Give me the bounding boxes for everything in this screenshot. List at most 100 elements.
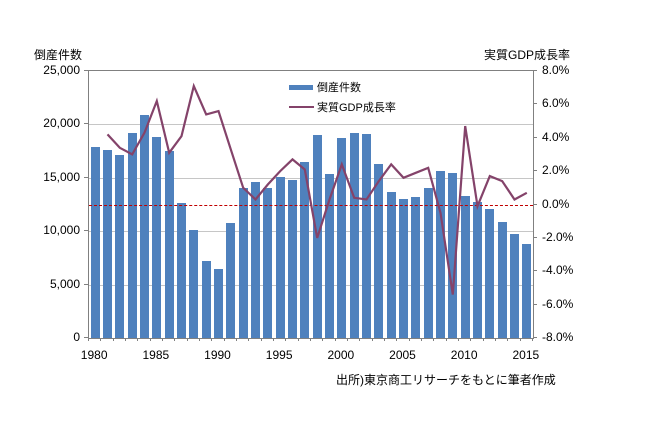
legend-item-gdp-growth[interactable]: 実質GDP成長率: [289, 97, 396, 117]
gridline-5000: [89, 284, 533, 286]
right-axis-label--8.0%: -8.0%: [542, 330, 574, 344]
left-tick-mark: [84, 123, 88, 125]
x-tick-mark: [236, 338, 237, 341]
x-tick-mark: [248, 338, 250, 341]
bar-1996[interactable]: [288, 179, 297, 338]
bar-2007[interactable]: [423, 187, 433, 338]
right-tick-mark: [533, 70, 537, 71]
right-axis-label--6.0%: -6.0%: [542, 296, 574, 311]
x-tick-mark: [458, 338, 459, 341]
bar-1986[interactable]: [164, 151, 174, 338]
bar-2004[interactable]: [386, 191, 396, 338]
bar-2001[interactable]: [349, 133, 359, 338]
x-tick-mark: [384, 338, 385, 341]
right-axis-label-6.0%: 6.0%: [542, 96, 570, 111]
bar-2012[interactable]: [485, 208, 495, 338]
x-tick-mark: [495, 338, 496, 341]
x-axis-label-2010: 2010: [450, 348, 478, 362]
gridline-20000: [89, 124, 533, 126]
right-tick-mark: [533, 103, 537, 105]
gdp-growth-line-layer: [106, 82, 528, 295]
legend-item-bankruptcies[interactable]: 倒産件数: [289, 77, 396, 97]
bar-1994[interactable]: [263, 187, 273, 338]
bar-1993[interactable]: [251, 182, 260, 338]
x-axis-label-2000: 2000: [327, 348, 355, 362]
x-tick-mark: [433, 338, 435, 341]
x-tick-mark: [532, 338, 533, 341]
bar-2006[interactable]: [411, 196, 421, 338]
gridline-15000: [89, 177, 533, 179]
x-tick-mark: [162, 338, 163, 341]
bar-2008[interactable]: [436, 170, 445, 338]
bar-2009[interactable]: [448, 172, 458, 338]
x-tick-mark: [100, 338, 102, 341]
x-tick-mark: [285, 338, 287, 341]
x-tick-mark: [421, 338, 422, 341]
bar-1989[interactable]: [201, 260, 211, 338]
bar-1984[interactable]: [140, 115, 149, 338]
plot-area: [88, 70, 534, 339]
right-tick-mark: [533, 136, 537, 138]
left-axis-label-20,000: 20,000: [43, 116, 80, 131]
bar-1981[interactable]: [103, 149, 112, 338]
bar-2002[interactable]: [362, 134, 371, 338]
bar-2014[interactable]: [510, 234, 519, 338]
legend-label-bankruptcies: 倒産件数: [317, 82, 361, 94]
left-tick-mark: [84, 176, 88, 178]
left-tick-mark: [84, 337, 88, 338]
right-axis-label--2.0%: -2.0%: [542, 229, 574, 244]
x-tick-mark: [211, 338, 213, 341]
gdp-growth-line[interactable]: [106, 82, 528, 295]
bar-2003[interactable]: [374, 164, 384, 338]
x-tick-mark: [396, 338, 398, 341]
legend: 倒産件数 実質GDP成長率: [289, 77, 396, 117]
right-tick-mark: [533, 236, 537, 238]
bar-1992[interactable]: [238, 187, 248, 338]
x-axis-label-2005: 2005: [389, 348, 416, 362]
right-axis-label-2.0%: 2.0%: [542, 163, 570, 178]
bar-series-swatch-icon: [289, 84, 313, 90]
x-axis-label-1990: 1990: [204, 348, 231, 362]
bar-2015[interactable]: [522, 243, 532, 338]
x-tick-mark: [334, 338, 336, 341]
x-tick-mark: [482, 338, 484, 341]
right-tick-mark: [533, 170, 537, 172]
bar-2010[interactable]: [460, 195, 470, 338]
bar-1983[interactable]: [127, 133, 137, 338]
bar-1997[interactable]: [300, 162, 310, 338]
line-series-swatch-icon: [289, 106, 314, 108]
x-tick-mark: [273, 338, 274, 341]
x-tick-mark: [408, 338, 410, 341]
gridline-10000: [89, 231, 533, 233]
x-tick-mark: [260, 338, 262, 341]
bar-1987[interactable]: [177, 202, 186, 338]
bar-2013[interactable]: [497, 222, 507, 338]
bar-1999[interactable]: [325, 174, 334, 338]
x-axis-label-1980: 1980: [80, 348, 108, 362]
bar-1982[interactable]: [115, 155, 125, 338]
left-axis-label-15,000: 15,000: [43, 169, 80, 184]
x-tick-mark: [186, 338, 188, 341]
x-axis-label-2015: 2015: [512, 348, 540, 362]
bar-1991[interactable]: [226, 223, 236, 338]
bar-1985[interactable]: [152, 137, 162, 338]
x-tick-mark: [519, 338, 521, 341]
left-tick-mark: [84, 70, 88, 71]
x-tick-mark: [112, 338, 114, 341]
x-tick-mark: [174, 338, 176, 341]
x-tick-mark: [223, 338, 225, 341]
bar-1980[interactable]: [90, 147, 100, 338]
x-tick-mark: [88, 338, 89, 341]
x-tick-mark: [347, 338, 348, 341]
bar-2000[interactable]: [337, 137, 347, 338]
bar-1990[interactable]: [214, 268, 223, 338]
bar-1995[interactable]: [275, 176, 285, 338]
bar-1988[interactable]: [189, 229, 199, 338]
right-tick-mark: [533, 270, 537, 272]
left-tick-mark: [84, 283, 88, 285]
x-axis-label-1985: 1985: [142, 348, 170, 362]
left-axis-title: 倒産件数: [34, 48, 83, 62]
bar-2011[interactable]: [473, 202, 482, 338]
x-tick-mark: [359, 338, 361, 341]
bar-2005[interactable]: [399, 199, 408, 338]
